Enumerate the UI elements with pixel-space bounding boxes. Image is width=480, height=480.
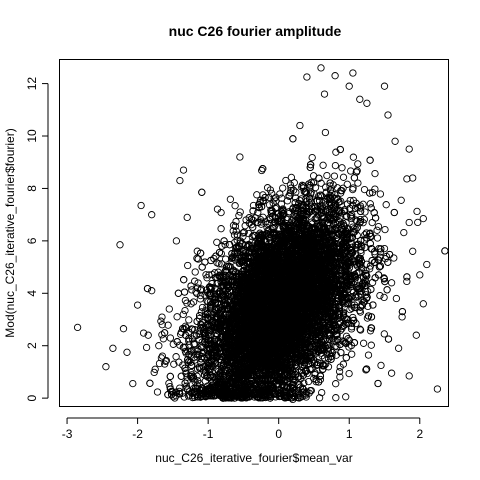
data-point: [356, 325, 364, 333]
data-point: [318, 366, 327, 374]
data-point: [215, 260, 223, 268]
data-point: [360, 185, 369, 194]
chart-title: nuc C26 fourier amplitude: [169, 23, 342, 39]
data-point: [236, 208, 244, 216]
data-point: [142, 343, 151, 352]
data-point: [314, 192, 323, 201]
data-point: [336, 373, 344, 381]
data-point: [196, 295, 204, 303]
data-point: [225, 286, 234, 295]
data-point: [150, 368, 158, 377]
data-point: [349, 223, 357, 231]
data-point: [279, 184, 287, 192]
data-point: [360, 236, 368, 244]
data-point: [356, 326, 365, 334]
data-point: [364, 302, 372, 311]
data-point: [315, 394, 324, 402]
data-point: [253, 191, 261, 199]
data-point: [356, 215, 365, 224]
data-point: [158, 352, 167, 360]
data-point: [166, 334, 175, 342]
data-point: [298, 200, 306, 209]
data-point: [362, 366, 370, 374]
data-point: [376, 190, 385, 198]
data-point: [217, 208, 225, 217]
data-point: [318, 388, 326, 397]
data-point: [175, 358, 183, 366]
data-point: [381, 255, 390, 263]
data-point: [139, 329, 148, 337]
data-point: [259, 213, 267, 221]
data-point: [403, 277, 411, 286]
data-point: [193, 289, 201, 298]
data-point: [282, 176, 290, 185]
data-point: [213, 238, 221, 246]
data-point: [373, 226, 381, 234]
data-point: [194, 279, 202, 287]
plot-frame: [59, 59, 449, 407]
data-point: [316, 375, 325, 384]
data-point: [193, 254, 201, 262]
data-point: [217, 225, 225, 233]
data-point: [231, 202, 239, 210]
data-point: [170, 360, 178, 368]
data-point: [187, 300, 195, 308]
data-point: [368, 218, 376, 227]
data-point: [397, 196, 405, 204]
data-point: [331, 342, 340, 350]
data-point: [348, 350, 356, 358]
data-point: [173, 313, 181, 321]
data-point: [239, 232, 247, 241]
data-point: [336, 363, 344, 371]
data-point: [191, 268, 199, 276]
data-point: [354, 179, 362, 187]
data-point: [232, 227, 240, 235]
data-point: [380, 330, 388, 338]
data-point: [368, 188, 377, 197]
data-point: [164, 321, 172, 329]
data-point: [258, 166, 266, 175]
data-point: [376, 291, 384, 300]
data-point: [319, 161, 327, 169]
data-point: [361, 208, 369, 216]
data-point: [317, 179, 325, 187]
data-point: [192, 288, 200, 296]
data-point: [374, 222, 383, 231]
data-point: [189, 298, 198, 306]
data-point: [276, 190, 284, 198]
data-point: [184, 261, 192, 270]
data-point: [359, 339, 368, 347]
data-point: [390, 254, 398, 262]
data-point: [339, 173, 348, 181]
data-point: [360, 215, 368, 224]
data-point: [312, 378, 320, 386]
data-point: [221, 255, 230, 263]
data-point: [176, 384, 184, 392]
data-point: [308, 153, 316, 162]
data-point: [400, 228, 408, 237]
data-point: [338, 164, 346, 172]
data-point: [129, 379, 137, 388]
data-point: [286, 181, 295, 189]
data-point: [176, 390, 184, 398]
data-point: [226, 195, 235, 203]
data-points: [73, 64, 449, 404]
data-point: [203, 274, 211, 282]
data-point: [343, 180, 351, 188]
data-point: [371, 169, 379, 178]
data-point: [158, 313, 166, 321]
